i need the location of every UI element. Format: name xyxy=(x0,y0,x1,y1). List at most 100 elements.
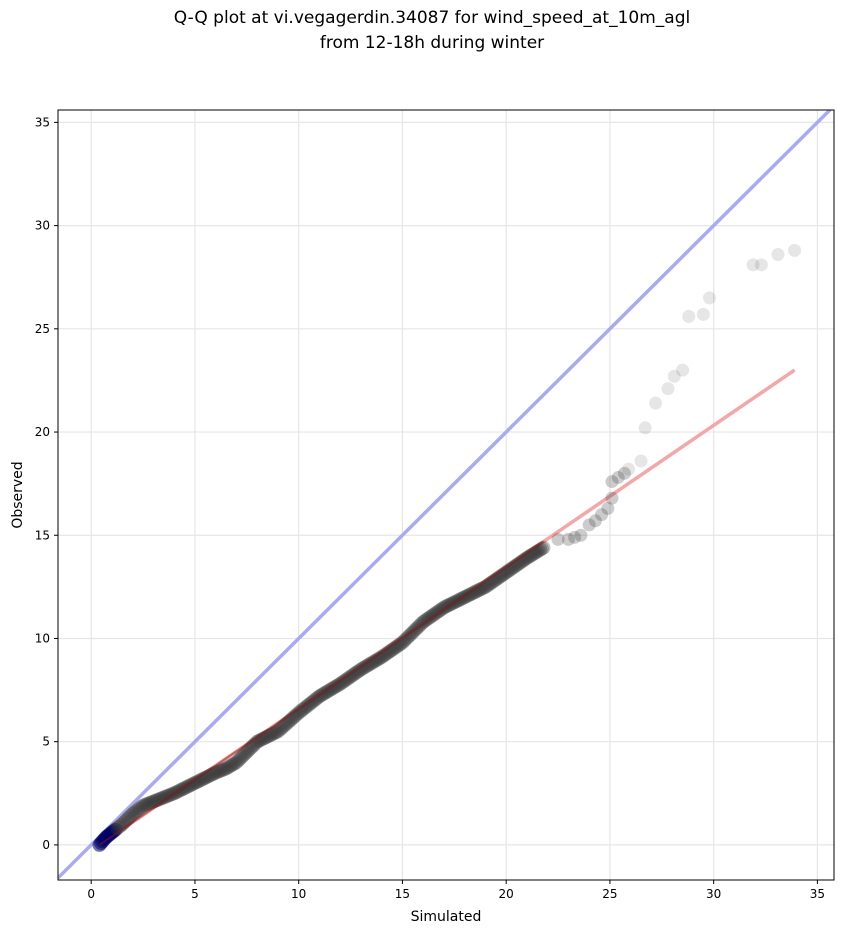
data-point xyxy=(348,666,363,681)
plot-area xyxy=(58,110,833,880)
x-tick-label: 15 xyxy=(395,887,410,901)
data-point xyxy=(353,662,368,677)
x-axis-label: Simulated xyxy=(411,909,482,925)
tail-data-point xyxy=(601,501,615,515)
y-axis-label: Observed xyxy=(10,461,26,528)
data-point xyxy=(158,789,173,804)
tail-data-point xyxy=(771,248,785,262)
data-point xyxy=(400,630,415,645)
data-point xyxy=(272,722,287,737)
data-point xyxy=(468,585,483,600)
tail-data-point xyxy=(649,396,663,410)
data-point xyxy=(471,583,486,598)
data-point xyxy=(347,667,362,682)
data-point xyxy=(217,762,232,777)
data-point xyxy=(295,703,310,718)
plot-frame xyxy=(57,109,835,881)
chart-title-line-2: from 12-18h during winter xyxy=(320,33,544,53)
data-point xyxy=(298,700,313,715)
tail-data-point xyxy=(568,530,582,544)
data-point xyxy=(469,584,484,599)
y-tick-label: 15 xyxy=(35,528,50,542)
data-point xyxy=(130,802,145,817)
tail-data-point xyxy=(611,470,625,484)
data-point xyxy=(123,808,138,823)
data-point xyxy=(276,719,291,734)
tail-data-point xyxy=(638,421,652,435)
data-point xyxy=(156,790,171,805)
data-point xyxy=(303,696,318,711)
data-point xyxy=(333,676,348,691)
tail-data-point xyxy=(703,291,717,305)
data-point xyxy=(186,776,201,791)
y-tick-label: 30 xyxy=(35,219,50,233)
data-point xyxy=(238,746,253,761)
data-point xyxy=(189,775,204,790)
data-point xyxy=(296,701,311,716)
data-point xyxy=(231,753,246,768)
data-point xyxy=(331,677,346,692)
data-point xyxy=(227,756,242,771)
data-point xyxy=(111,820,126,835)
chart-title-line-1: Q-Q plot at vi.vegagerdin.34087 for wind… xyxy=(174,8,690,28)
data-point xyxy=(160,789,175,804)
data-point xyxy=(132,801,147,816)
tail-data-point xyxy=(667,369,681,383)
data-point xyxy=(322,683,337,698)
data-point xyxy=(141,796,156,811)
data-point xyxy=(341,670,356,685)
data-point xyxy=(462,587,477,602)
data-point xyxy=(326,681,341,696)
tail-data-point xyxy=(561,532,575,546)
data-point xyxy=(338,673,353,688)
tail-data-point xyxy=(696,307,710,321)
data-point xyxy=(360,658,375,673)
data-point xyxy=(340,672,355,687)
tail-data-point xyxy=(676,363,690,377)
data-point xyxy=(250,734,265,749)
axis-ticks: 0 5 10 15 20 25 30 35 0 5 10 15 20 25 30 35 xyxy=(35,115,825,901)
y-tick-label: 20 xyxy=(35,425,50,439)
data-point xyxy=(219,761,234,776)
data-point xyxy=(267,726,282,741)
data-point xyxy=(367,654,382,669)
x-tick-label: 20 xyxy=(499,887,514,901)
data-point xyxy=(305,694,320,709)
data-point xyxy=(229,755,244,770)
data-point xyxy=(194,772,209,787)
data-point xyxy=(302,697,317,712)
data-point xyxy=(300,698,315,713)
tail-data-point xyxy=(605,475,619,489)
data-point xyxy=(241,743,256,758)
data-point xyxy=(369,653,384,668)
data-point xyxy=(371,652,386,667)
tail-data-point xyxy=(582,518,596,532)
data-point xyxy=(222,759,237,774)
data-point xyxy=(336,674,351,689)
data-point xyxy=(327,679,342,694)
data-point xyxy=(350,664,365,679)
data-point xyxy=(137,797,152,812)
data-point xyxy=(291,705,306,720)
tail-data-point xyxy=(682,309,696,323)
data-point xyxy=(210,764,225,779)
data-point xyxy=(352,663,367,678)
data-point xyxy=(270,724,285,739)
data-point xyxy=(321,684,336,699)
data-point xyxy=(125,806,140,821)
x-tick-label: 0 xyxy=(87,887,95,901)
data-point xyxy=(466,585,481,600)
data-point xyxy=(193,773,208,788)
data-point xyxy=(191,774,206,789)
data-point xyxy=(269,725,284,740)
data-point xyxy=(155,791,170,806)
data-point xyxy=(225,757,240,772)
tail-data-point xyxy=(788,243,802,257)
data-point xyxy=(397,633,412,648)
data-point xyxy=(220,760,235,775)
data-point xyxy=(212,764,227,779)
data-point xyxy=(359,659,374,674)
data-point xyxy=(288,708,303,723)
data-point xyxy=(391,638,406,653)
